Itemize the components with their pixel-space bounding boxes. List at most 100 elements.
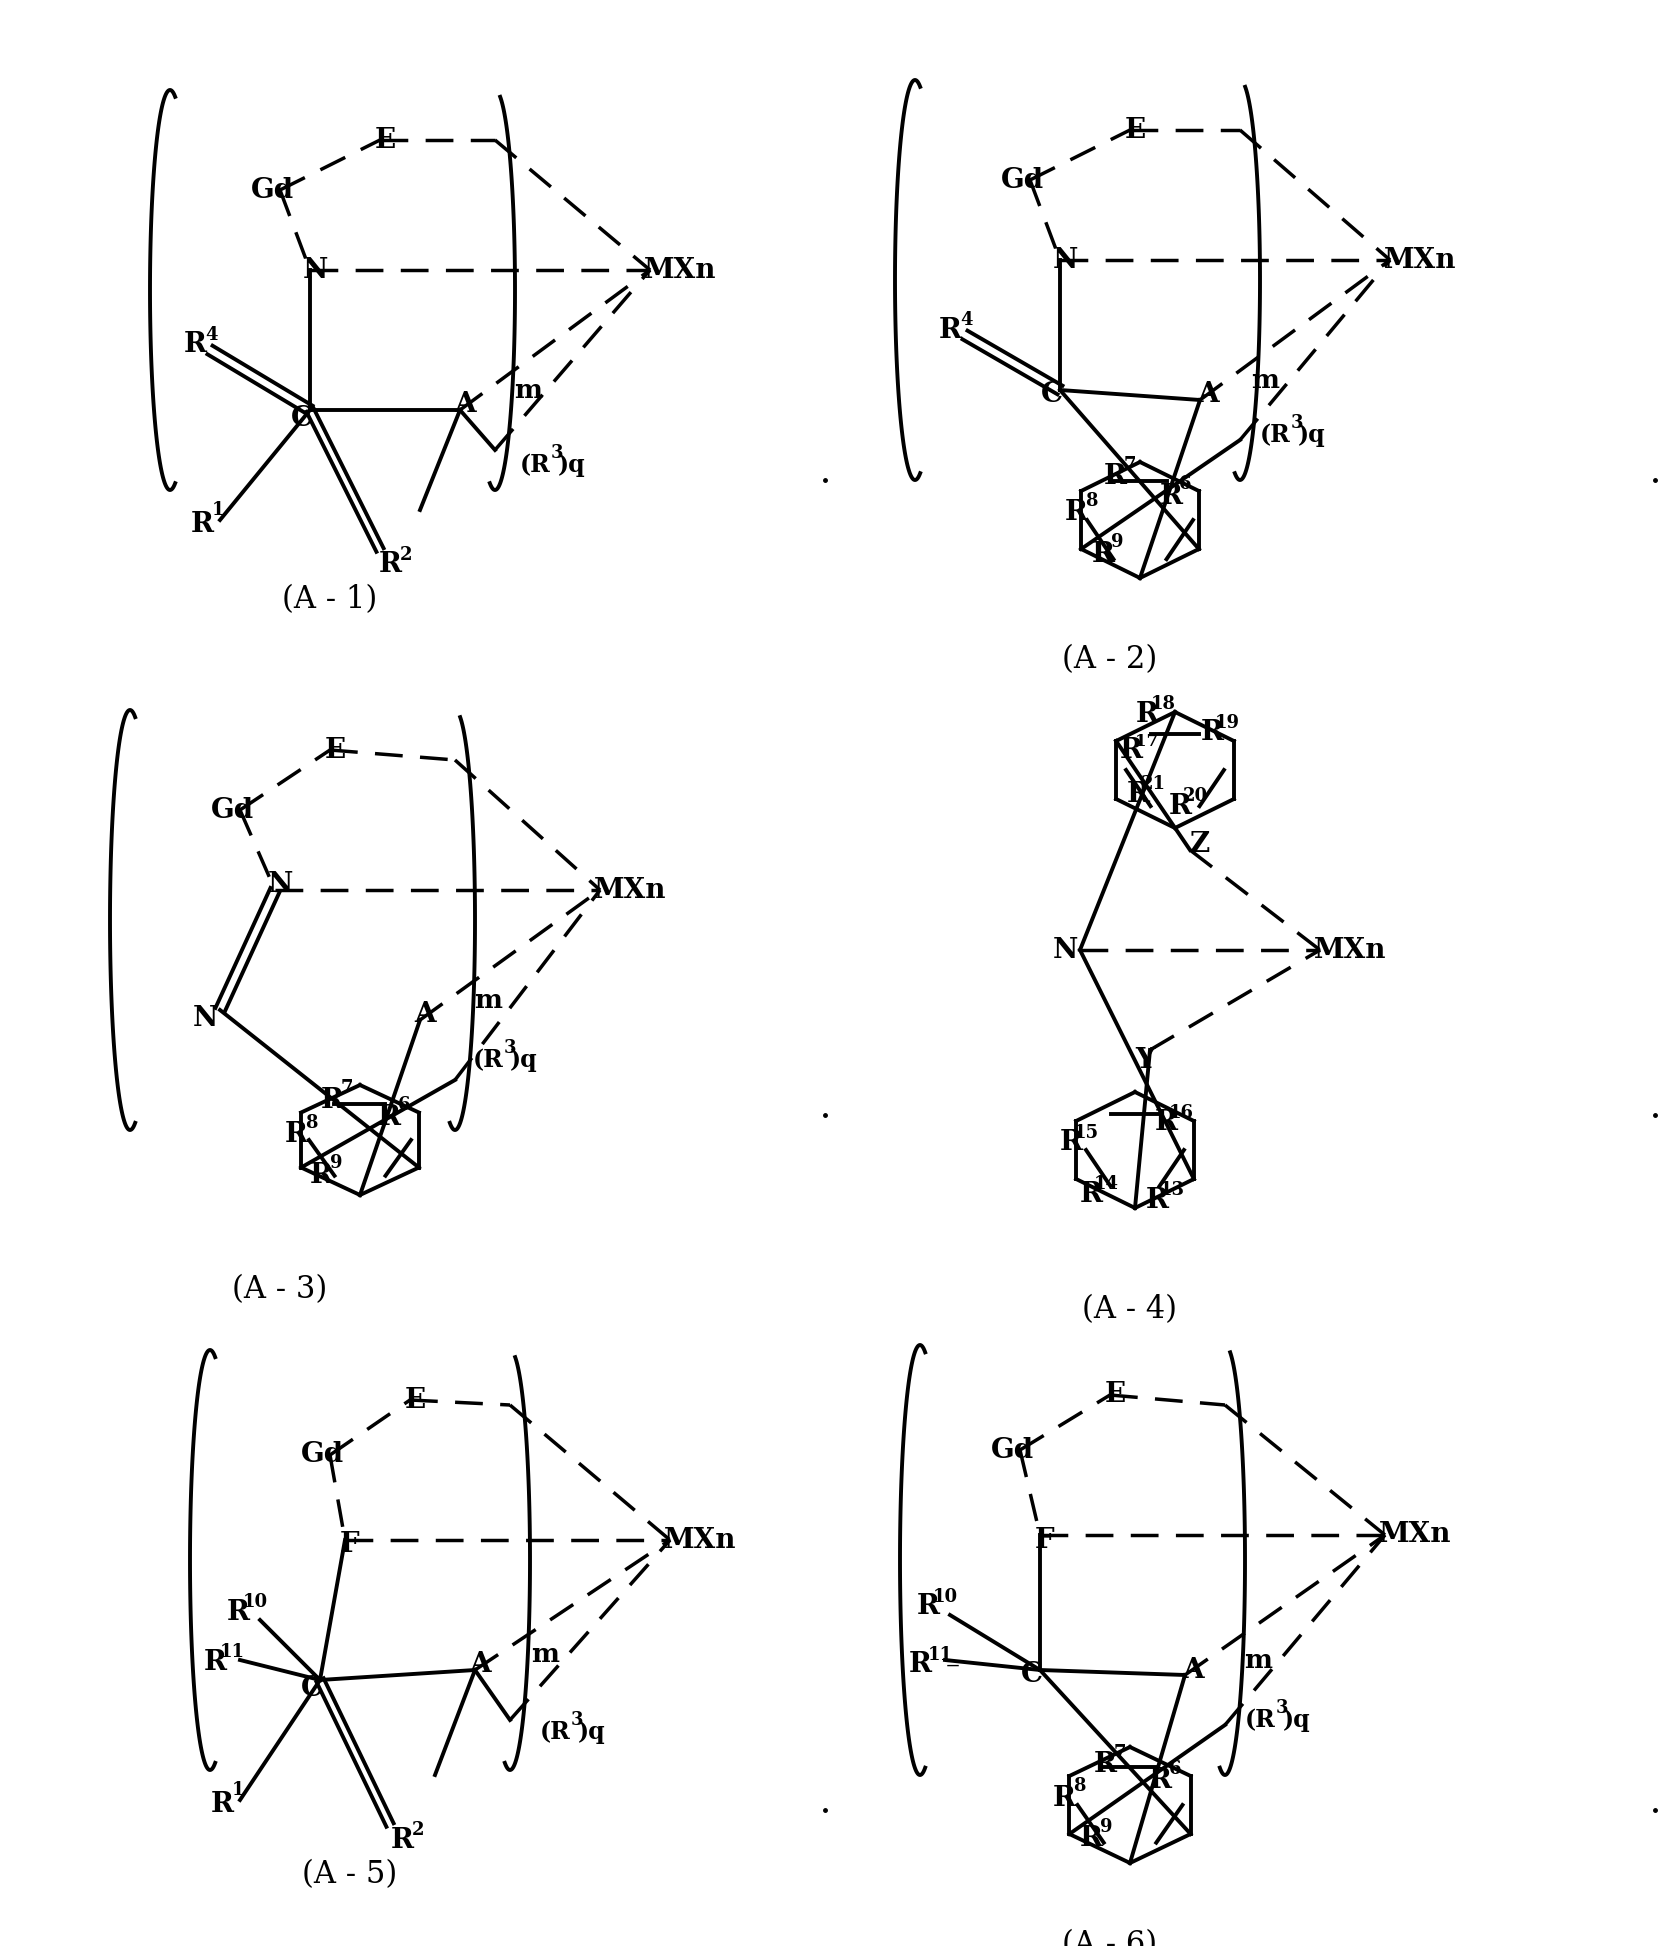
Text: 9: 9	[1101, 1818, 1113, 1835]
Text: 7: 7	[1114, 1744, 1126, 1761]
Text: m: m	[514, 378, 542, 403]
Text: 2: 2	[412, 1821, 424, 1839]
Text: 18: 18	[1151, 695, 1176, 712]
Text: m: m	[474, 987, 502, 1012]
Text: 8: 8	[305, 1113, 317, 1131]
Text: –: –	[946, 1652, 961, 1679]
Text: R: R	[1079, 1825, 1103, 1853]
Text: N: N	[192, 1004, 219, 1031]
Text: R: R	[377, 1103, 400, 1131]
Text: (R: (R	[1244, 1709, 1276, 1732]
Text: R: R	[1159, 483, 1183, 510]
Text: R: R	[1059, 1129, 1083, 1156]
Text: (R: (R	[1259, 422, 1291, 448]
Text: A: A	[469, 1652, 490, 1679]
Text: C: C	[1041, 381, 1063, 409]
Text: R: R	[190, 512, 214, 539]
Text: (A - 5): (A - 5)	[302, 1860, 397, 1890]
Text: N: N	[1053, 247, 1078, 274]
Text: 3: 3	[570, 1711, 584, 1728]
Text: 3: 3	[1276, 1699, 1288, 1716]
Text: (A - 1): (A - 1)	[282, 584, 377, 615]
Text: E: E	[325, 736, 345, 763]
Text: R: R	[1094, 1751, 1116, 1779]
Text: 3: 3	[550, 444, 564, 461]
Text: A: A	[1183, 1656, 1204, 1683]
Text: Gd: Gd	[1001, 167, 1044, 193]
Text: 9: 9	[330, 1154, 342, 1173]
Text: MXn: MXn	[1314, 936, 1386, 963]
Text: R: R	[909, 1652, 931, 1679]
Text: F: F	[340, 1532, 360, 1559]
Text: MXn: MXn	[1384, 247, 1456, 274]
Text: E: E	[374, 126, 395, 154]
Text: 2: 2	[400, 547, 412, 564]
Text: Gd: Gd	[250, 177, 294, 204]
Text: Gd: Gd	[991, 1436, 1034, 1463]
Text: 6: 6	[1169, 1759, 1183, 1779]
Text: R: R	[939, 317, 961, 344]
Text: R: R	[285, 1121, 307, 1148]
Text: 6: 6	[397, 1096, 410, 1115]
Text: R: R	[1169, 792, 1191, 819]
Text: A: A	[1198, 381, 1219, 409]
Text: Y: Y	[1136, 1047, 1154, 1074]
Text: (A - 2): (A - 2)	[1063, 644, 1158, 675]
Text: )q: )q	[579, 1720, 605, 1744]
Text: 8: 8	[1073, 1777, 1086, 1794]
Text: 17: 17	[1134, 732, 1158, 749]
Text: Gd: Gd	[210, 796, 254, 823]
Text: 7: 7	[1124, 455, 1136, 475]
Text: R: R	[320, 1086, 344, 1113]
Text: m: m	[530, 1642, 559, 1668]
Text: 4: 4	[205, 327, 219, 344]
Text: R: R	[183, 331, 207, 358]
Text: MXn: MXn	[664, 1526, 736, 1553]
Text: 21: 21	[1141, 775, 1166, 794]
Text: 16: 16	[1168, 1103, 1193, 1123]
Text: E: E	[1104, 1382, 1126, 1409]
Text: 11: 11	[220, 1642, 245, 1662]
Text: 11: 11	[927, 1646, 952, 1664]
Text: N: N	[1053, 936, 1078, 963]
Text: (R: (R	[520, 453, 550, 477]
Text: R: R	[1064, 500, 1088, 527]
Text: R: R	[390, 1827, 414, 1853]
Text: E: E	[1124, 117, 1146, 144]
Text: 13: 13	[1159, 1181, 1184, 1199]
Text: MXn: MXn	[594, 876, 666, 903]
Text: R: R	[1091, 541, 1114, 568]
Text: (A - 6): (A - 6)	[1063, 1930, 1158, 1946]
Text: A: A	[454, 391, 475, 418]
Text: 20: 20	[1183, 786, 1208, 806]
Text: m: m	[1244, 1648, 1273, 1672]
Text: 19: 19	[1214, 714, 1239, 732]
Text: m: m	[1251, 368, 1279, 393]
Text: 8: 8	[1084, 492, 1098, 510]
Text: E: E	[404, 1386, 425, 1413]
Text: R: R	[1126, 780, 1149, 808]
Text: F: F	[1036, 1526, 1054, 1553]
Text: N: N	[302, 257, 327, 284]
Text: R: R	[916, 1594, 939, 1621]
Text: )q: )q	[1298, 422, 1326, 448]
Text: R: R	[379, 551, 402, 578]
Text: C: C	[290, 405, 314, 432]
Text: 10: 10	[932, 1588, 957, 1605]
Text: 3: 3	[1291, 414, 1303, 432]
Text: R: R	[1201, 720, 1223, 747]
Text: R: R	[1149, 1767, 1173, 1794]
Text: N: N	[267, 872, 292, 899]
Text: 7: 7	[340, 1078, 354, 1098]
Text: Z: Z	[1189, 831, 1209, 858]
Text: R: R	[210, 1792, 234, 1818]
Text: R: R	[1104, 463, 1126, 490]
Text: R: R	[1079, 1181, 1103, 1208]
Text: )q: )q	[1283, 1709, 1311, 1732]
Text: 15: 15	[1074, 1125, 1099, 1142]
Text: 9: 9	[1111, 533, 1123, 551]
Text: R: R	[1119, 738, 1143, 765]
Text: R: R	[1146, 1187, 1169, 1214]
Text: MXn: MXn	[644, 257, 716, 284]
Text: C: C	[300, 1674, 324, 1701]
